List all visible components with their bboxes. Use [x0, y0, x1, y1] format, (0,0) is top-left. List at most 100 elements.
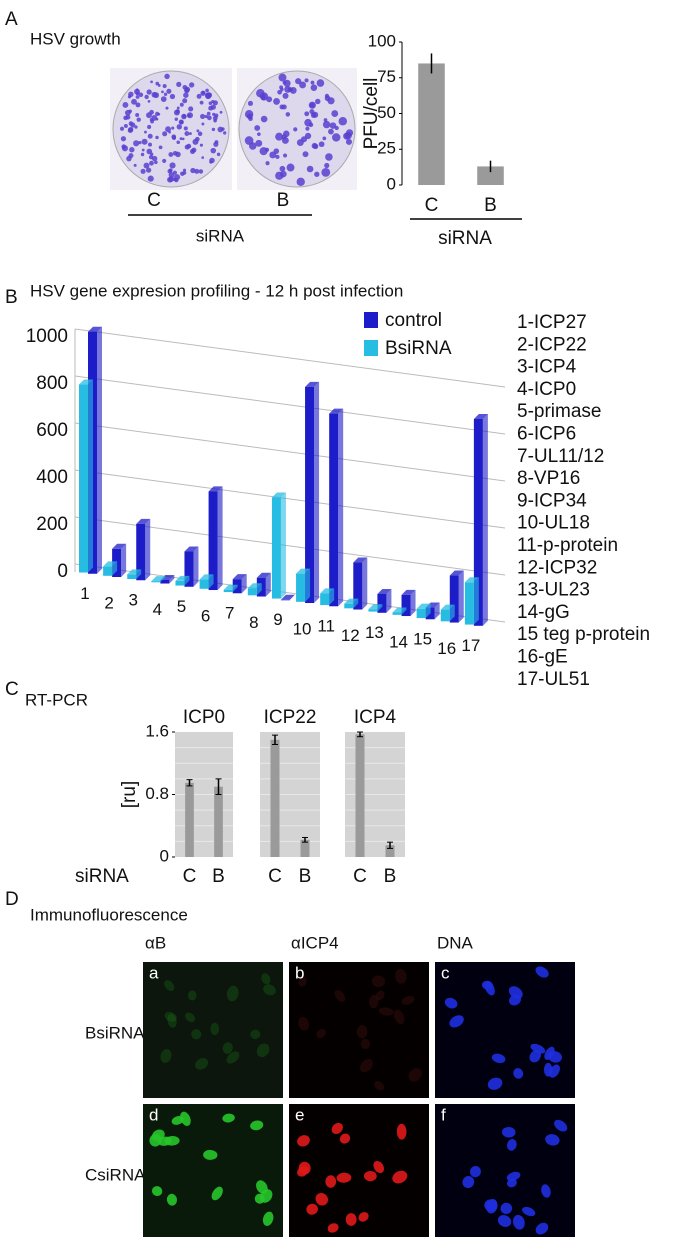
- gene-legend: 12-ICP32: [517, 557, 597, 578]
- plaque: [141, 148, 145, 152]
- bar: [385, 845, 395, 857]
- bar: [416, 608, 426, 619]
- nucleus: [191, 1029, 202, 1040]
- x-axis-label: siRNA: [438, 228, 492, 249]
- nucleus: [513, 1068, 524, 1079]
- nucleus: [486, 1199, 498, 1214]
- nucleus: [469, 1166, 481, 1178]
- bar-side: [97, 326, 102, 574]
- nucleus: [195, 1057, 209, 1070]
- plaque: [144, 130, 147, 134]
- plaque: [128, 91, 134, 98]
- plaque: [179, 137, 183, 141]
- bar: [377, 593, 387, 613]
- plaque: [254, 125, 261, 131]
- plaque: [133, 140, 140, 147]
- nucleus: [395, 968, 407, 984]
- bar-top: [449, 570, 464, 576]
- plaque: [182, 171, 187, 175]
- x-tick-label: 17: [461, 636, 480, 655]
- y-tick-label: 100: [368, 31, 396, 50]
- nucleus: [211, 1186, 223, 1201]
- bar: [368, 609, 378, 612]
- bar-top: [232, 574, 247, 580]
- plaque: [316, 79, 325, 87]
- plaque: [197, 131, 203, 137]
- plaque: [183, 126, 188, 131]
- plaque: [184, 131, 190, 136]
- bar: [79, 384, 88, 573]
- plaque: [162, 131, 168, 137]
- plaque: [145, 167, 152, 173]
- plaque: [128, 109, 132, 114]
- plaque: [148, 154, 154, 160]
- y-tick-label: 800: [36, 373, 68, 394]
- nucleus: [491, 1053, 506, 1064]
- plaque: [173, 174, 181, 181]
- bar-side: [256, 583, 262, 596]
- nucleus: [210, 1022, 220, 1036]
- bar: [175, 580, 185, 586]
- plaque: [201, 90, 205, 95]
- plaque: [158, 145, 163, 150]
- micrograph: [289, 962, 429, 1098]
- plaque: [213, 118, 217, 123]
- bar: [320, 593, 330, 606]
- y-tick-label: 400: [36, 467, 68, 488]
- plaque: [296, 177, 305, 186]
- plaque: [312, 111, 319, 118]
- plaque: [278, 73, 287, 82]
- plaque: [275, 154, 280, 160]
- nucleus: [222, 1113, 235, 1123]
- plaque: [261, 95, 266, 101]
- micrograph: [143, 962, 283, 1098]
- nucleus: [359, 1059, 373, 1073]
- nucleus: [545, 1134, 560, 1146]
- bar-side: [88, 379, 93, 573]
- nucleus: [171, 1116, 184, 1125]
- x-tick-label: 4: [153, 600, 162, 619]
- y-axis-label: PFU/cell: [361, 78, 382, 150]
- plaque: [163, 92, 168, 96]
- bar-top: [247, 583, 262, 589]
- y-axis-label: [ru]: [119, 781, 140, 808]
- plaque: [147, 124, 152, 129]
- bar: [103, 566, 113, 576]
- x-tick-label: B: [212, 866, 225, 887]
- bar-top: [79, 379, 93, 385]
- plaque: [302, 151, 309, 158]
- bar-side: [145, 518, 151, 581]
- plaque: [192, 138, 199, 145]
- nucleus: [373, 1160, 385, 1174]
- plaque: [248, 142, 257, 150]
- plaque: [147, 175, 154, 182]
- plaque: [149, 109, 154, 115]
- nucleus: [462, 1175, 475, 1189]
- x-tick-label: 9: [273, 610, 282, 629]
- plaque: [295, 78, 302, 85]
- nucleus: [371, 975, 386, 988]
- nucleus: [358, 1212, 369, 1222]
- nucleus: [535, 1222, 549, 1235]
- plaque: [283, 79, 291, 87]
- bar-side: [241, 574, 247, 594]
- plate-label: C: [147, 190, 161, 211]
- plaque: [174, 117, 179, 121]
- x-tick-label: 16: [437, 639, 456, 658]
- plaque: [259, 147, 268, 156]
- plaque: [147, 142, 153, 147]
- plaque: [135, 113, 140, 117]
- y-tick-label: 0: [57, 561, 68, 582]
- x-tick-label: 14: [389, 632, 408, 651]
- bar-side: [160, 576, 166, 583]
- plaque: [310, 80, 315, 85]
- plaque: [162, 158, 167, 163]
- plaque: [201, 122, 205, 126]
- panel-title: HSV growth: [30, 29, 121, 48]
- bar-side: [136, 569, 142, 580]
- plaque: [200, 113, 206, 119]
- plaque: [314, 171, 320, 177]
- bar: [449, 575, 459, 623]
- plaque: [168, 130, 171, 134]
